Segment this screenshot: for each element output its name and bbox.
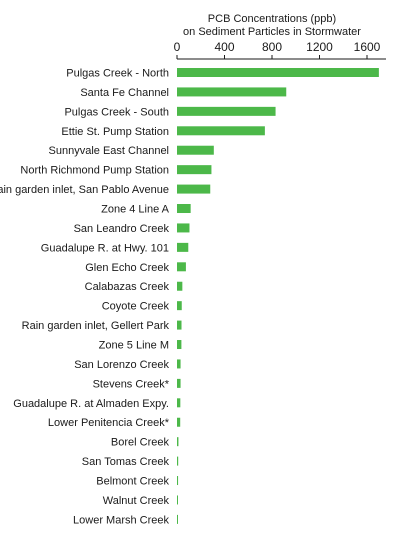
category-label-7: Zone 4 Line A <box>101 204 170 216</box>
bar-22 <box>177 495 178 505</box>
bar-14 <box>177 340 182 350</box>
category-label-18: Lower Penitencia Creek* <box>48 417 170 429</box>
category-label-6: Rain garden inlet, San Pablo Avenue <box>0 184 169 196</box>
bar-3 <box>177 126 265 136</box>
bar-0 <box>177 68 379 77</box>
x-tick-label-3: 1200 <box>306 40 333 54</box>
category-label-16: Stevens Creek* <box>93 378 170 390</box>
bar-20 <box>177 456 179 466</box>
bar-4 <box>177 145 214 155</box>
category-label-23: Lower Marsh Creek <box>73 514 169 526</box>
chart-title-line-1: PCB Concentrations (ppb) <box>208 13 336 25</box>
category-label-4: Sunnyvale East Channel <box>49 145 169 157</box>
category-label-10: Glen Echo Creek <box>85 262 169 274</box>
bar-10 <box>177 262 186 272</box>
bar-6 <box>177 184 211 194</box>
category-label-15: San Lorenzo Creek <box>74 359 169 371</box>
bar-5 <box>177 165 212 175</box>
category-label-14: Zone 5 Line M <box>99 340 169 352</box>
category-label-9: Guadalupe R. at Hwy. 101 <box>41 242 169 254</box>
category-label-12: Coyote Creek <box>102 301 170 313</box>
bar-18 <box>177 417 181 427</box>
bar-7 <box>177 204 191 214</box>
bar-15 <box>177 359 181 369</box>
category-label-17: Guadalupe R. at Almaden Expy. <box>13 398 169 410</box>
category-label-13: Rain garden inlet, Gellert Park <box>22 320 170 332</box>
category-label-11: Calabazas Creek <box>85 281 170 293</box>
bar-1 <box>177 87 287 97</box>
bar-17 <box>177 398 181 408</box>
category-labels: Pulgas Creek - North Santa Fe Channel Pulg… <box>0 68 170 527</box>
bar-9 <box>177 242 189 252</box>
category-label-0: Pulgas Creek - North <box>66 68 169 80</box>
category-label-20: San Tomas Creek <box>82 456 170 468</box>
bar-19 <box>177 437 179 447</box>
bars <box>177 68 379 524</box>
x-tick-label-0: 0 <box>174 40 181 54</box>
category-label-22: Walnut Creek <box>103 495 170 507</box>
bar-8 <box>177 223 190 233</box>
x-tick-label-4: 1600 <box>354 40 381 54</box>
category-label-21: Belmont Creek <box>96 476 169 488</box>
x-tick-label-1: 400 <box>214 40 234 54</box>
x-tick-label-2: 800 <box>262 40 282 54</box>
category-label-5: North Richmond Pump Station <box>20 165 169 177</box>
category-label-19: Borel Creek <box>111 437 170 449</box>
bar-21 <box>177 476 179 486</box>
bar-13 <box>177 320 182 330</box>
chart-title: PCB Concentrations (ppb) on Sediment Par… <box>183 13 361 38</box>
category-label-2: Pulgas Creek - South <box>64 106 169 118</box>
x-axis-ticks: 0 400 800 1200 1600 <box>174 40 381 59</box>
chart-title-line-2: on Sediment Particles in Stormwater <box>183 26 361 38</box>
bar-16 <box>177 378 181 388</box>
bar-2 <box>177 106 276 116</box>
bar-11 <box>177 281 183 291</box>
bar-23 <box>177 514 178 524</box>
category-label-3: Ettie St. Pump Station <box>61 126 169 138</box>
category-label-8: San Leandro Creek <box>74 223 170 235</box>
category-label-1: Santa Fe Channel <box>80 87 169 99</box>
bar-12 <box>177 301 182 311</box>
